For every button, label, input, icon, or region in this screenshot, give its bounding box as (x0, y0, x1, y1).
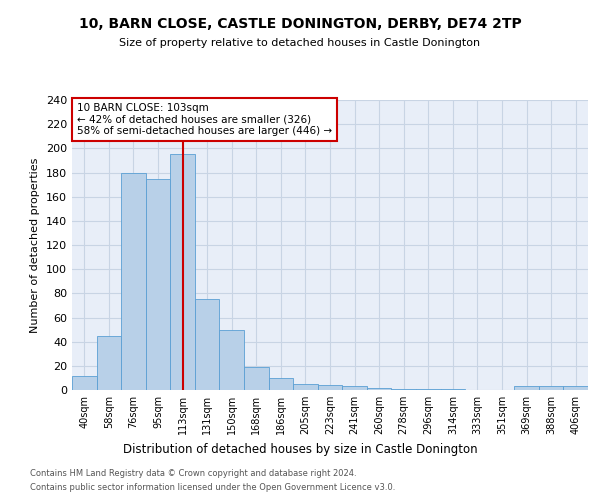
Text: 10, BARN CLOSE, CASTLE DONINGTON, DERBY, DE74 2TP: 10, BARN CLOSE, CASTLE DONINGTON, DERBY,… (79, 18, 521, 32)
Text: Contains public sector information licensed under the Open Government Licence v3: Contains public sector information licen… (30, 484, 395, 492)
Bar (440, 389, 465, 390)
Text: Distribution of detached houses by size in Castle Donington: Distribution of detached houses by size … (122, 442, 478, 456)
Bar (367, 388, 391, 390)
Text: Contains HM Land Registry data © Crown copyright and database right 2024.: Contains HM Land Registry data © Crown c… (30, 468, 356, 477)
Bar (170, 154, 195, 390)
Y-axis label: Number of detached properties: Number of detached properties (31, 158, 40, 332)
Bar (318, 385, 342, 390)
Bar (563, 386, 588, 390)
Bar (195, 300, 220, 390)
Bar (220, 330, 244, 390)
Text: Size of property relative to detached houses in Castle Donington: Size of property relative to detached ho… (119, 38, 481, 48)
Bar (97, 336, 121, 390)
Bar (72, 376, 97, 390)
Bar (244, 367, 269, 390)
Bar (293, 384, 318, 390)
Bar (121, 172, 146, 390)
Bar (391, 389, 416, 390)
Bar (342, 386, 367, 390)
Bar (539, 386, 563, 390)
Bar (269, 378, 293, 390)
Bar (416, 389, 440, 390)
Bar (146, 178, 170, 390)
Text: 10 BARN CLOSE: 103sqm
← 42% of detached houses are smaller (326)
58% of semi-det: 10 BARN CLOSE: 103sqm ← 42% of detached … (77, 103, 332, 136)
Bar (514, 386, 539, 390)
